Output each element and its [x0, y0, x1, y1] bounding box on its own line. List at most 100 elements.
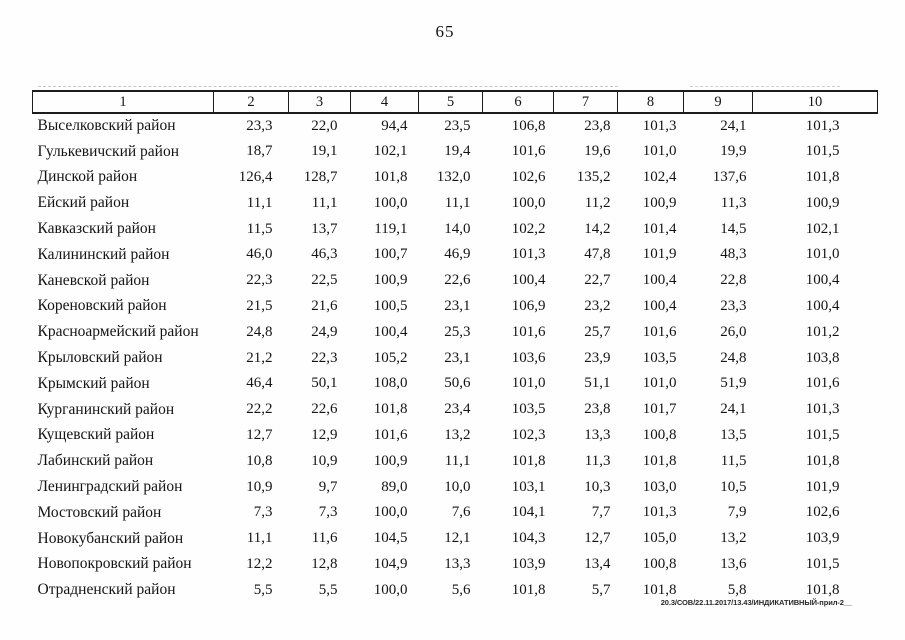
value-cell: 22,5: [311, 272, 338, 289]
value-cell: 7,3: [253, 504, 273, 521]
value-cell: 7,6: [451, 504, 471, 521]
value-cell: 14,2: [584, 220, 611, 237]
value-cell: 13,4: [584, 555, 611, 572]
value-cell: 46,3: [311, 246, 338, 263]
value-cell: 26,0: [720, 323, 747, 340]
value-cell: 50,1: [311, 375, 338, 392]
value-cell: 46,4: [246, 375, 273, 392]
value-cell: 11,1: [311, 194, 338, 211]
registration-stamp: 20.3/СОВ/22.11.2017/13.43/ИНДИКАТИВНЫЙ-п…: [660, 598, 852, 607]
value-cell: 22,6: [444, 272, 471, 289]
value-cell: 23,5: [444, 117, 471, 134]
value-cell: 22,8: [720, 272, 747, 289]
value-cell: 22,2: [246, 401, 273, 418]
value-cell: 11,1: [444, 194, 471, 211]
value-cell: 100,9: [805, 194, 840, 211]
value-cell: 23,2: [584, 297, 611, 314]
value-cell: 102,1: [805, 220, 840, 237]
value-cell: 101,8: [642, 581, 677, 598]
value-cell: 100,8: [642, 426, 677, 443]
value-cell: 22,6: [311, 401, 338, 418]
value-cell: 100,9: [642, 194, 677, 211]
table-row: Ленинградский район 10,9 9,7 89,0 10,0 103,1 1…: [33, 474, 878, 500]
value-cell: 103,8: [805, 349, 840, 366]
value-cell: 10,3: [584, 478, 611, 495]
value-cell: 101,5: [805, 555, 840, 572]
value-cell: 14,5: [720, 220, 747, 237]
value-cell: 13,2: [444, 426, 471, 443]
value-cell: 13,5: [720, 426, 747, 443]
value-cell: 23,1: [444, 349, 471, 366]
header-cell-1: 1: [32, 90, 214, 114]
value-cell: 103,9: [511, 555, 546, 572]
value-cell: 11,5: [246, 220, 273, 237]
district-name-cell: Динской район: [37, 168, 138, 186]
value-cell: 108,0: [373, 375, 408, 392]
value-cell: 23,3: [720, 297, 747, 314]
district-name-cell: Кущевский район: [37, 426, 155, 444]
value-cell: 23,9: [584, 349, 611, 366]
district-name-cell: Ейский район: [37, 194, 130, 212]
value-cell: 13,6: [720, 555, 747, 572]
value-cell: 11,3: [720, 194, 747, 211]
value-cell: 100,4: [642, 297, 677, 314]
value-cell: 24,8: [246, 323, 273, 340]
table-body: Выселковский район 23,3 22,0 94,4 23,5 106,8 2…: [33, 113, 878, 603]
table-row: Выселковский район 23,3 22,0 94,4 23,5 106,8 2…: [33, 113, 878, 139]
value-cell: 19,6: [584, 143, 611, 160]
page-number: 65: [435, 22, 455, 41]
table-row: Гулькевичский район 18,7 19,1 102,1 19,4 101,…: [33, 139, 878, 165]
table-row: Курганинский район 22,2 22,6 101,8 23,4 103,5…: [33, 397, 878, 423]
header-cell-2: 2: [213, 90, 289, 114]
value-cell: 101,6: [373, 426, 408, 443]
value-cell: 21,6: [311, 297, 338, 314]
value-cell: 101,9: [642, 246, 677, 263]
value-cell: 11,3: [584, 452, 611, 469]
value-cell: 119,1: [374, 220, 408, 237]
district-name-cell: Новопокровский район: [37, 555, 192, 573]
value-cell: 101,8: [373, 168, 408, 185]
value-cell: 12,1: [444, 530, 471, 547]
value-cell: 19,4: [444, 143, 471, 160]
value-cell: 100,4: [805, 297, 840, 314]
value-cell: 101,7: [642, 401, 677, 418]
value-cell: 13,3: [584, 426, 611, 443]
value-cell: 101,8: [805, 452, 840, 469]
value-cell: 7,9: [727, 504, 747, 521]
value-cell: 100,4: [642, 272, 677, 289]
district-name-cell: Ленинградский район: [37, 478, 183, 496]
value-cell: 105,0: [642, 530, 677, 547]
value-cell: 100,9: [373, 272, 408, 289]
value-cell: 5,5: [253, 581, 273, 598]
value-cell: 101,0: [642, 143, 677, 160]
value-cell: 19,9: [720, 143, 747, 160]
value-cell: 104,1: [511, 504, 546, 521]
value-cell: 101,6: [642, 323, 677, 340]
value-cell: 101,6: [805, 375, 840, 392]
table-row: Отрадненский район 5,5 5,5 100,0 5,6 101,8 5,7…: [33, 577, 878, 603]
value-cell: 101,0: [642, 375, 677, 392]
value-cell: 101,6: [511, 143, 546, 160]
district-name-cell: Выселковский район: [37, 117, 176, 135]
district-name-cell: Новокубанский район: [37, 529, 184, 547]
value-cell: 5,5: [318, 581, 338, 598]
value-cell: 102,3: [511, 426, 546, 443]
district-name-cell: Крыловский район: [37, 349, 163, 367]
value-cell: 18,7: [246, 143, 273, 160]
table-row: Крыловский район 21,2 22,3 105,2 23,1 103,6 23…: [33, 345, 878, 371]
value-cell: 102,1: [373, 143, 408, 160]
district-name-cell: Гулькевичский район: [37, 142, 180, 160]
value-cell: 24,9: [311, 323, 338, 340]
value-cell: 103,6: [511, 349, 546, 366]
value-cell: 101,8: [373, 401, 408, 418]
value-cell: 101,0: [805, 246, 840, 263]
value-cell: 126,4: [238, 168, 273, 185]
header-cell-10: 10: [752, 90, 878, 114]
value-cell: 10,9: [246, 478, 273, 495]
value-cell: 5,7: [591, 581, 611, 598]
district-name-cell: Красноармейский район: [37, 323, 199, 341]
district-name-cell: Мостовский район: [37, 503, 162, 521]
value-cell: 10,8: [246, 452, 273, 469]
value-cell: 101,8: [642, 452, 677, 469]
value-cell: 22,3: [246, 272, 273, 289]
